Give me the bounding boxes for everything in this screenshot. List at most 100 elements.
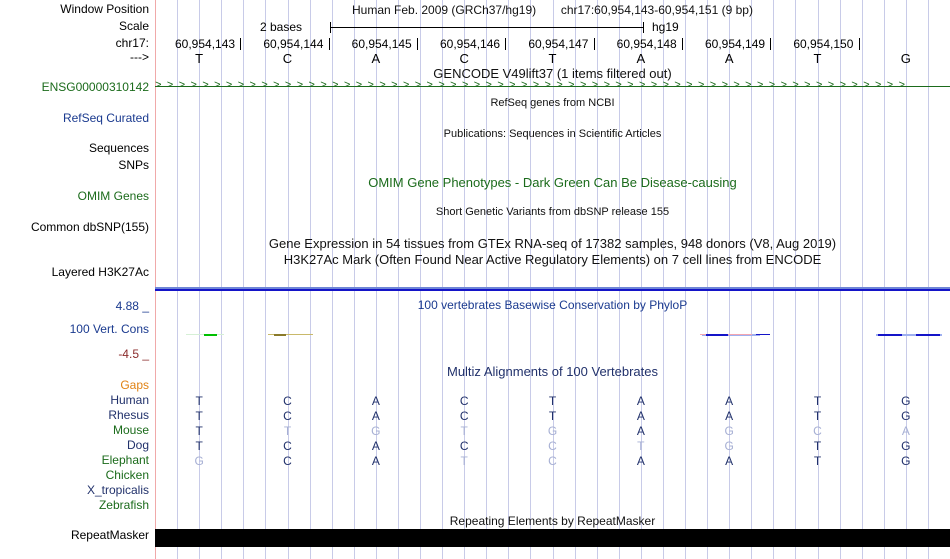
h3k27ac-baseline-inner — [155, 289, 950, 291]
alignment-base: T — [813, 439, 822, 453]
alignment-base: C — [283, 409, 292, 423]
alignment-base: C — [813, 424, 822, 438]
ruler-position-label: 60,954,149 — [705, 37, 766, 51]
ruler-position-label: 60,954,147 — [528, 37, 589, 51]
ruler-position-label: 60,954,144 — [263, 37, 324, 51]
ruler-position-label: 60,954,148 — [616, 37, 677, 51]
ruler-tick — [682, 38, 683, 50]
repeatmasker-bar[interactable] — [155, 529, 950, 547]
alignment-base: T — [460, 454, 468, 468]
conservation-mark — [702, 334, 760, 336]
label-column-border — [155, 0, 156, 559]
track-title-h3k27ac[interactable]: H3K27Ac Mark (Often Found Near Active Re… — [283, 252, 822, 267]
label-layered-h3k27ac[interactable]: Layered H3K27Ac — [51, 265, 149, 279]
alignment-base: G — [901, 409, 911, 423]
label-common-dbsnp[interactable]: Common dbSNP(155) — [30, 220, 149, 234]
alignment-base: T — [813, 394, 822, 408]
track-title-refseq[interactable]: RefSeq genes from NCBI — [490, 97, 615, 109]
scale-db-label: hg19 — [652, 20, 679, 34]
ruler-tick — [858, 38, 860, 50]
species-label-dog[interactable]: Dog — [126, 438, 149, 452]
reference-base: T — [195, 51, 204, 66]
alignment-base: A — [636, 454, 645, 468]
track-title-phylop[interactable]: 100 vertebrates Basewise Conservation by… — [417, 298, 688, 312]
alignment-base: T — [195, 394, 203, 408]
label-snps[interactable]: SNPs — [118, 158, 149, 172]
alignment-base: C — [283, 394, 292, 408]
species-label-elephant[interactable]: Elephant — [101, 453, 149, 467]
gene-backbone-line — [155, 86, 950, 87]
conservation-mark — [756, 334, 770, 335]
label-gaps[interactable]: Gaps — [120, 378, 149, 392]
scale-text: 2 bases — [260, 20, 303, 34]
alignment-base: C — [459, 409, 469, 423]
alignment-base: A — [725, 454, 734, 468]
track-title-omim[interactable]: OMIM Gene Phenotypes - Dark Green Can Be… — [368, 175, 737, 190]
label-cons-max: 4.88 _ — [115, 299, 149, 313]
ruler-position-label: 60,954,145 — [351, 37, 412, 51]
label-gencode-gene[interactable]: ENSG00000310142 — [41, 80, 149, 94]
conservation-mark — [204, 334, 217, 336]
alignment-base: C — [283, 439, 292, 453]
label-cons-min: -4.5 _ — [118, 347, 149, 361]
ruler-position-label: 60,954,150 — [793, 37, 854, 51]
alignment-base: G — [547, 424, 558, 438]
conservation-mark — [274, 334, 286, 336]
conservation-mark — [878, 334, 902, 336]
alignment-base: A — [371, 409, 380, 423]
alignment-base: T — [195, 409, 203, 423]
gencode-gene-track[interactable]: >>>>>>>>>>>>>>>>>>>>>>>>>>>>>>>>>>>>>>>>… — [155, 81, 950, 92]
ruler-position-label: 60,954,143 — [175, 37, 236, 51]
ruler-position-label: 60,954,146 — [440, 37, 501, 51]
alignment-base: A — [901, 424, 910, 438]
alignment-base: T — [813, 454, 822, 468]
label-repeatmasker[interactable]: RepeatMasker — [70, 528, 149, 542]
species-label-rhesus[interactable]: Rhesus — [108, 408, 149, 422]
label-sequences[interactable]: Sequences — [88, 141, 149, 155]
species-label-zebrafish[interactable]: Zebrafish — [98, 498, 149, 512]
species-label-x_tropicalis[interactable]: X_tropicalis — [86, 483, 149, 497]
alignment-base: T — [637, 439, 645, 453]
label-refseq-curated[interactable]: RefSeq Curated — [62, 111, 149, 125]
alignment-base: C — [283, 454, 292, 468]
reference-base: C — [459, 51, 469, 66]
gene-strand-arrows: >>>>>>>>>>>>>>>>>>>>>>>>>>>>>>>>>>>>>>>>… — [155, 81, 911, 92]
track-title-gtex[interactable]: Gene Expression in 54 tissues from GTEx … — [268, 236, 837, 251]
track-title-multiz[interactable]: Multiz Alignments of 100 Vertebrates — [446, 364, 658, 379]
alignment-base: T — [460, 424, 468, 438]
track-title-gencode[interactable]: GENCODE V49lift37 (1 items filtered out) — [433, 66, 672, 81]
alignment-base: G — [371, 424, 381, 438]
species-label-mouse[interactable]: Mouse — [112, 423, 149, 437]
track-title-publications[interactable]: Publications: Sequences in Scientific Ar… — [443, 128, 662, 140]
alignment-base: T — [283, 424, 292, 438]
label-cons-track[interactable]: 100 Vert. Cons — [69, 322, 149, 336]
ruler-tick — [593, 38, 595, 50]
alignment-base: T — [195, 424, 203, 438]
position-text: chr17:60,954,143-60,954,151 (9 bp) — [560, 3, 753, 17]
alignment-base: G — [724, 439, 734, 453]
label-scale: Scale — [118, 19, 149, 33]
alignment-base: A — [636, 424, 645, 438]
label-omim-genes[interactable]: OMIM Genes — [77, 189, 149, 203]
conservation-mark — [268, 334, 313, 335]
conservation-mark — [916, 334, 940, 336]
alignment-base: C — [548, 454, 557, 468]
alignment-base: T — [195, 439, 203, 453]
species-label-chicken[interactable]: Chicken — [105, 468, 149, 482]
ruler-tick — [770, 38, 772, 50]
alignment-base: G — [901, 454, 911, 468]
ruler-tick — [240, 38, 242, 50]
species-label-human[interactable]: Human — [110, 393, 149, 407]
alignment-base: A — [636, 409, 645, 423]
alignment-base: G — [724, 424, 734, 438]
scale-row: 2 bases hg19 — [155, 20, 950, 36]
track-title-dbsnp[interactable]: Short Genetic Variants from dbSNP releas… — [435, 206, 670, 218]
assembly-title: Human Feb. 2009 (GRCh37/hg19) — [352, 3, 537, 17]
scalebar-line — [330, 27, 643, 28]
reference-base: C — [282, 51, 293, 66]
track-title-repeatmasker[interactable]: Repeating Elements by RepeatMasker — [449, 514, 656, 528]
alignment-base: A — [371, 394, 380, 408]
alignment-base: C — [548, 439, 557, 453]
alignment-base: A — [725, 394, 734, 408]
